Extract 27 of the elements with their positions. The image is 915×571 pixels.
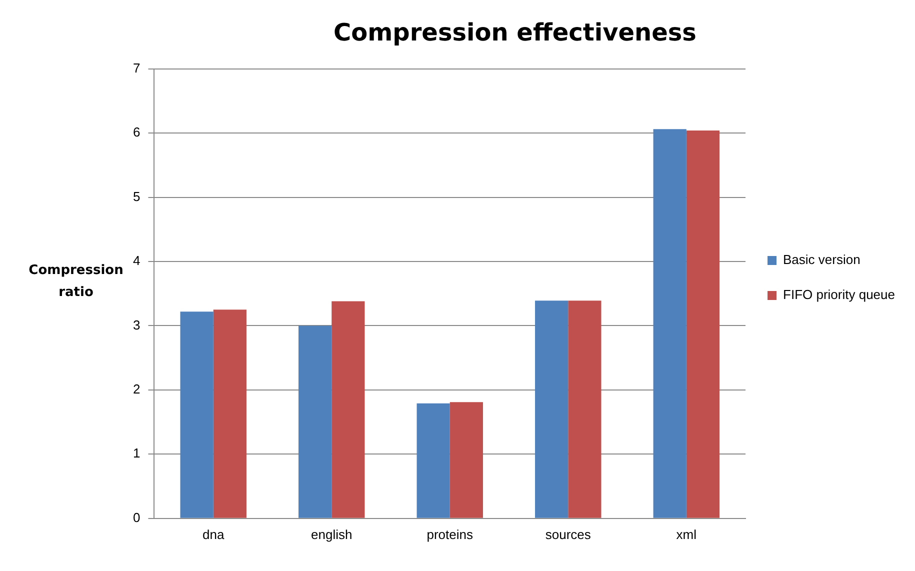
legend-label: Basic version <box>783 252 860 268</box>
y-tick-label: 3 <box>132 317 140 332</box>
bar <box>535 300 568 518</box>
y-tick-label: 7 <box>132 60 140 76</box>
bar <box>332 301 365 518</box>
bar <box>416 403 450 518</box>
bar <box>568 300 602 518</box>
bar <box>298 326 332 518</box>
y-tick-label: 5 <box>132 188 140 204</box>
y-axis-title: Compression ratio <box>28 262 124 300</box>
legend-label: FIFO priority queue <box>783 287 896 302</box>
bar <box>653 129 686 518</box>
x-tick-label: sources <box>545 526 592 542</box>
y-tick-label: 2 <box>132 382 140 397</box>
x-tick-label: proteins <box>426 526 474 542</box>
y-tick-label: 1 <box>132 446 140 461</box>
x-tick-label: dna <box>202 526 225 542</box>
x-tick-label: english <box>311 526 352 542</box>
y-tick-label: 4 <box>132 253 140 268</box>
y-tick-label: 6 <box>132 124 140 140</box>
x-tick-label: xml <box>676 526 697 542</box>
bar <box>213 310 246 518</box>
bar <box>686 130 720 518</box>
bar <box>450 402 483 518</box>
bar <box>180 312 214 518</box>
chart-title: Compression effectiveness <box>334 18 696 47</box>
y-tick-label: 0 <box>132 510 140 525</box>
